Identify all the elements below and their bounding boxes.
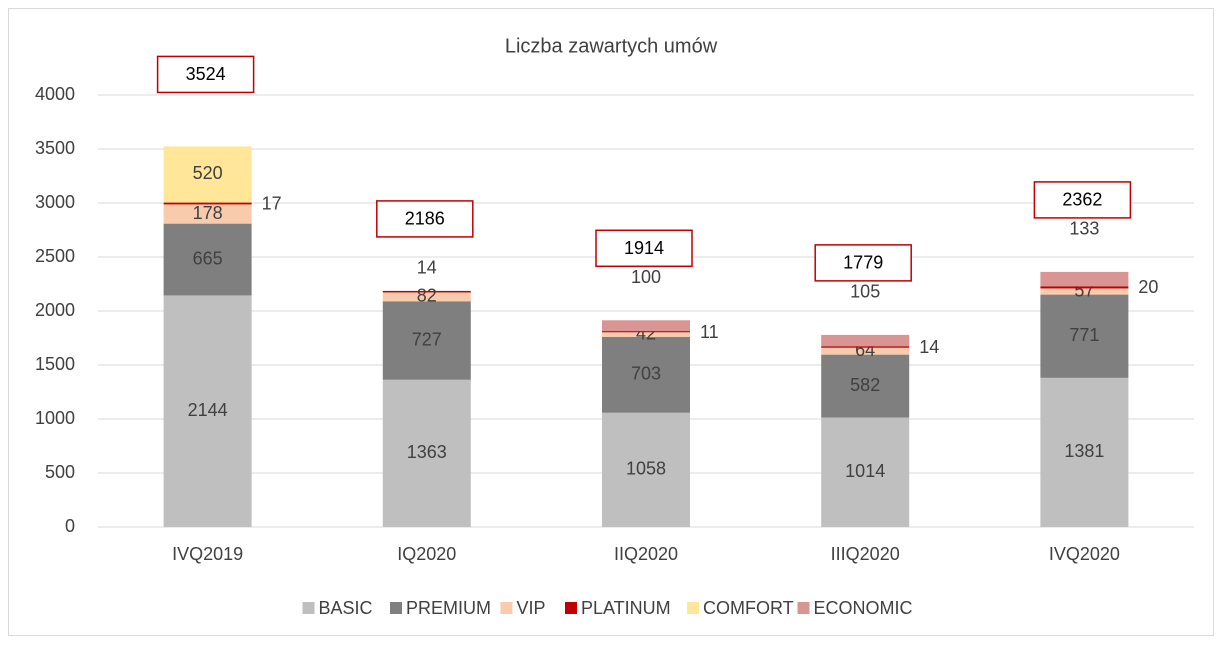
data-label: 520 — [193, 163, 223, 183]
legend-label: PLATINUM — [581, 598, 671, 618]
total-label: 1779 — [843, 253, 883, 273]
bar-segment — [602, 320, 690, 332]
y-tick-label: 500 — [45, 462, 75, 482]
x-tick-label: IIQ2020 — [614, 544, 678, 564]
y-tick-label: 3500 — [35, 138, 75, 158]
legend-swatch — [565, 602, 577, 614]
x-tick-label: IVQ2019 — [172, 544, 243, 564]
bar-segment — [163, 295, 252, 527]
y-tick-label: 3000 — [35, 192, 75, 212]
data-label: 1058 — [626, 459, 666, 479]
y-tick-label: 2000 — [35, 300, 75, 320]
legend-swatch — [687, 602, 699, 614]
data-label: 2144 — [188, 400, 228, 420]
bar-segment — [821, 346, 910, 348]
total-label: 1914 — [624, 238, 664, 258]
y-tick-label: 1000 — [35, 408, 75, 428]
bar-segment — [1040, 288, 1129, 295]
data-label: 1381 — [1064, 441, 1104, 461]
legend-label: PREMIUM — [406, 598, 491, 618]
bar-segment — [163, 146, 252, 203]
chart-title: Liczba zawartych umów — [505, 35, 718, 57]
data-label: 82 — [417, 286, 437, 306]
x-tick-label: IIIQ2020 — [831, 544, 900, 564]
data-label: 665 — [193, 248, 223, 268]
y-tick-label: 4000 — [35, 84, 75, 104]
x-tick-label: IQ2020 — [397, 544, 456, 564]
data-label: 1014 — [845, 461, 885, 481]
bar-segment — [602, 412, 690, 527]
data-label: 14 — [919, 337, 939, 357]
data-label: 133 — [1069, 219, 1099, 239]
data-label: 703 — [631, 364, 661, 384]
bar-segment — [163, 223, 252, 296]
legend-label: BASIC — [319, 598, 373, 618]
bar-segment — [1040, 271, 1129, 287]
data-label: 100 — [631, 267, 661, 287]
total-label: 2362 — [1062, 190, 1102, 210]
legend-label: COMFORT — [703, 598, 794, 618]
bar-segment — [1040, 294, 1129, 378]
y-tick-label: 1500 — [35, 354, 75, 374]
total-box — [814, 244, 912, 282]
bar-segment — [382, 290, 471, 293]
total-label: 2186 — [405, 209, 445, 229]
bar-segment — [163, 204, 252, 224]
data-label: 14 — [417, 258, 437, 278]
y-tick-label: 0 — [65, 516, 75, 536]
bar-segment — [602, 331, 690, 333]
bar-segment — [602, 336, 690, 413]
total-box — [1033, 181, 1132, 219]
bar-segment — [163, 202, 252, 205]
bar-segment — [1040, 286, 1129, 289]
legend-swatch — [302, 602, 315, 614]
bar-segment — [821, 354, 910, 418]
bar-segment — [382, 379, 471, 527]
bar-segment — [821, 417, 910, 527]
bar-segment — [1040, 377, 1129, 527]
data-label: 727 — [412, 329, 442, 349]
data-label: 1363 — [407, 442, 447, 462]
y-tick-label: 2500 — [35, 246, 75, 266]
bar-segment — [821, 334, 910, 347]
data-label: 582 — [850, 375, 880, 395]
data-label: 105 — [850, 282, 880, 302]
legend-label: ECONOMIC — [814, 598, 913, 618]
data-label: 178 — [193, 203, 223, 223]
x-tick-label: IVQ2020 — [1049, 544, 1120, 564]
bar-segment — [821, 347, 910, 355]
data-label: 11 — [700, 322, 719, 342]
legend-label: VIP — [517, 598, 546, 618]
data-label: 17 — [262, 193, 282, 213]
legend-swatch — [500, 602, 513, 614]
data-label: 20 — [1138, 277, 1158, 297]
total-box — [156, 55, 255, 94]
total-box — [376, 200, 474, 238]
legend-swatch — [390, 602, 402, 614]
legend-swatch — [797, 602, 810, 614]
bar-segment — [382, 301, 471, 380]
total-label: 3524 — [186, 64, 226, 84]
total-box — [595, 229, 693, 268]
data-label: 771 — [1069, 325, 1099, 345]
bar-segment — [602, 332, 690, 337]
bar-segment — [382, 292, 471, 302]
